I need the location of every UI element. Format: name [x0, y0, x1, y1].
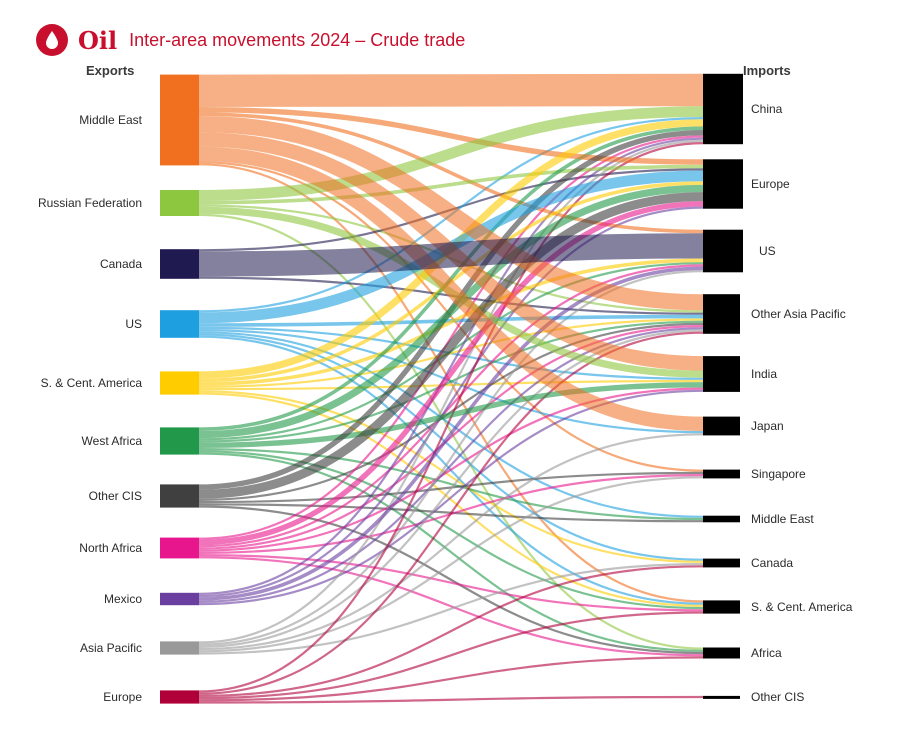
importer-node [703, 294, 740, 334]
flow-link [198, 433, 704, 651]
importer-node [703, 600, 740, 614]
flow-link [198, 448, 704, 521]
exporter-label: Other CIS [89, 489, 142, 503]
flow-link [198, 146, 704, 431]
exporter-label: Russian Federation [38, 196, 142, 210]
flow-link [198, 611, 704, 700]
importer-node [703, 647, 740, 659]
flow-link [198, 379, 704, 391]
page-header: Oil Inter-area movements 2024 – Crude tr… [36, 22, 465, 58]
exporter-label: West Africa [82, 434, 143, 448]
importer-node [703, 695, 740, 699]
flow-link [198, 258, 704, 386]
flow-link [198, 206, 704, 598]
flow-group [198, 73, 704, 704]
exporter-node [160, 74, 199, 166]
importer-node [703, 558, 740, 568]
flow-link [198, 264, 704, 548]
importer-label: China [751, 102, 783, 116]
flow-link [198, 452, 704, 652]
flow-link [198, 137, 704, 595]
importer-node [703, 416, 740, 436]
exporter-label: US [125, 317, 142, 331]
section-name: Oil [78, 25, 118, 55]
flow-link [198, 325, 704, 550]
imports-column-heading: Imports [743, 63, 791, 78]
importer-label: US [759, 244, 776, 258]
exporter-node [160, 690, 199, 704]
flow-link [198, 476, 704, 653]
exporter-node [160, 249, 199, 279]
flow-link [198, 73, 704, 107]
exporter-label: Canada [100, 257, 142, 271]
importer-label: S. & Cent. America [751, 600, 853, 614]
flow-link [198, 107, 704, 165]
flow-link [198, 320, 704, 443]
flow-link [198, 331, 704, 518]
flow-link [198, 450, 704, 610]
flow-link [198, 184, 704, 439]
flow-link [198, 556, 704, 657]
exporter-label: Mexico [104, 592, 142, 606]
flow-link [198, 390, 704, 563]
importer-label: Africa [751, 646, 782, 660]
exporter-label: Middle East [79, 113, 142, 127]
exporter-node [160, 641, 199, 655]
flow-link [198, 233, 704, 277]
flow-link [198, 164, 704, 205]
flow-link [198, 322, 704, 501]
exporter-label: Asia Pacific [80, 641, 142, 655]
importer-label: Canada [751, 556, 793, 570]
flow-link [198, 392, 704, 607]
flow-link [198, 505, 704, 655]
importer-label: Other CIS [751, 690, 804, 704]
flow-link [198, 563, 704, 655]
importer-label: Singapore [751, 467, 806, 481]
flow-link [198, 387, 704, 552]
exporter-node [160, 484, 199, 508]
importer-label: Middle East [751, 512, 814, 526]
importer-label: Other Asia Pacific [751, 307, 846, 321]
importer-node [703, 229, 743, 273]
importer-node [703, 515, 740, 523]
page-title: Inter-area movements 2024 – Crude trade [129, 29, 466, 50]
exporter-node [160, 537, 199, 559]
flow-link [198, 656, 704, 702]
exporter-node [160, 310, 199, 338]
flow-link [198, 554, 704, 612]
flow-link [198, 318, 704, 388]
flow-link [198, 382, 704, 448]
exporter-node [160, 427, 199, 455]
flow-link [198, 565, 704, 697]
node-group: Middle East Russian Federation Canada US S. … [38, 73, 853, 704]
importer-label: Europe [751, 177, 790, 191]
flow-link [198, 201, 704, 546]
exporter-node [160, 190, 199, 216]
exporter-node [160, 371, 199, 395]
exporter-label: North Africa [79, 541, 142, 555]
exporter-node [160, 592, 199, 606]
oil-drop-icon [36, 24, 68, 56]
importer-node [703, 469, 740, 479]
flow-link [198, 192, 704, 499]
flow-link [198, 112, 704, 234]
flow-link [198, 695, 704, 704]
exporter-label: S. & Cent. America [41, 376, 143, 390]
importer-node [703, 159, 743, 209]
flow-link [198, 116, 704, 311]
exports-column-heading: Exports [86, 63, 135, 78]
importer-node [703, 356, 740, 392]
importer-label: India [751, 367, 777, 381]
flow-link [198, 333, 704, 561]
importer-label: Japan [751, 419, 784, 433]
importer-node [703, 73, 743, 145]
flow-link [198, 106, 704, 201]
exporter-label: Europe [103, 690, 142, 704]
